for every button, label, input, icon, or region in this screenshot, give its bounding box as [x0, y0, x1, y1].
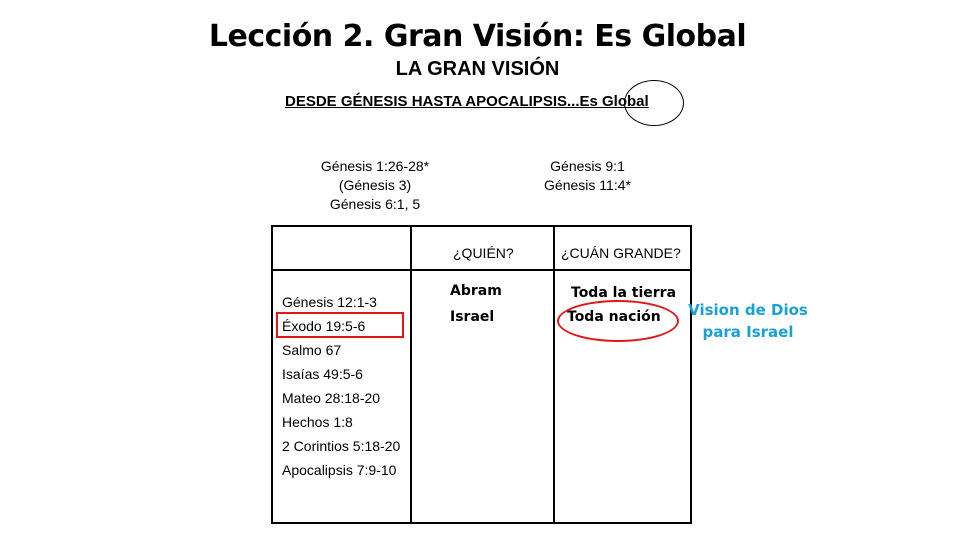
ref-item: Génesis 9:1: [550, 158, 625, 174]
passage-item: Éxodo 19:5-6: [282, 318, 366, 334]
global-circle: [624, 80, 684, 126]
col-header-quien: ¿QUIÉN?: [453, 245, 514, 261]
slide-title: Lección 2. Gran Visión: Es Global: [208, 19, 747, 54]
passage-item: Mateo 28:18-20: [282, 390, 381, 406]
ref-item: Génesis 11:4*: [544, 177, 631, 193]
ref-item: Génesis 1:26-28*: [320, 158, 430, 174]
ref-item: Génesis 6:1, 5: [329, 196, 421, 212]
refs-left: Génesis 1:26-28* (Génesis 3) Génesis 6:1…: [300, 157, 450, 214]
table-divider: [410, 227, 412, 522]
vision-table: ¿QUIÉN? ¿CUÁN GRANDE? Génesis 12:1-3 Éxo…: [271, 225, 692, 524]
annotation-line: para Israel: [702, 323, 794, 341]
table-divider: [553, 227, 555, 522]
quien-value: Abram: [450, 283, 502, 299]
quien-value: Israel: [450, 309, 495, 325]
passage-item: 2 Corintios 5:18-20: [282, 438, 401, 454]
annotation-line: Vision de Dios: [688, 301, 808, 319]
passage-item: Hechos 1:8: [282, 414, 353, 430]
toda-nacion-highlight-circle: [557, 300, 679, 342]
exodo-highlight-box: [276, 312, 404, 338]
ref-item: (Génesis 3): [338, 177, 412, 193]
side-annotation: Vision de Dios para Israel: [688, 299, 808, 343]
passage-item: Isaías 49:5-6: [282, 366, 363, 382]
passage-item: Génesis 12:1-3: [282, 294, 377, 310]
passage-item: Apocalipsis 7:9-10: [282, 462, 397, 478]
slide-subtitle: LA GRAN VISIÓN: [395, 58, 560, 80]
col-header-cuan-grande: ¿CUÁN GRANDE?: [561, 245, 681, 261]
refs-right: Génesis 9:1 Génesis 11:4*: [520, 157, 655, 195]
table-divider: [273, 269, 690, 271]
heading-prefix: DESDE GÉNESIS HASTA APOCALIPSIS...Es: [285, 93, 603, 110]
passage-item: Salmo 67: [282, 342, 342, 358]
cuan-grande-value: Toda la tierra: [571, 285, 677, 301]
section-heading: DESDE GÉNESIS HASTA APOCALIPSIS...Es Glo…: [285, 93, 649, 110]
